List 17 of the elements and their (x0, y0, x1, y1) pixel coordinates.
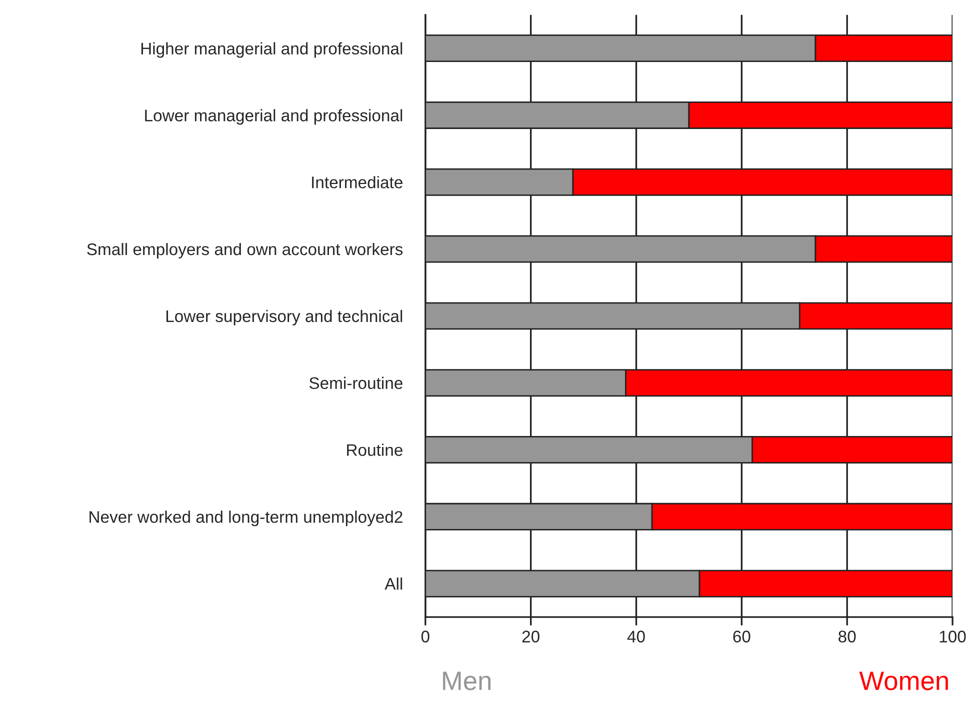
x-tick-label: 0 (421, 630, 430, 642)
y-tick-label: All (384, 578, 402, 590)
x-tick-label: 40 (627, 630, 645, 642)
x-tick-label: 60 (733, 630, 750, 642)
y-tick-label: Lower managerial and professional (145, 109, 402, 125)
x-tick-label: 20 (522, 630, 540, 642)
y-tick-label: Never worked and long-term unemployed2 (90, 510, 402, 526)
y-tick-label: Small employers and own account workers (87, 242, 403, 259)
y-tick-label: Lower supervisory and technical (166, 310, 402, 326)
y-tick-label: Semi-routine (309, 376, 402, 390)
x-tick-label: 80 (838, 630, 856, 642)
x-tick-label: 100 (940, 630, 966, 642)
text: Women (859, 672, 948, 690)
y-tick-label: Routine (347, 444, 402, 456)
y-tick-label: Intermediate (312, 176, 402, 188)
y-tick-label: Higher managerial and professional (141, 42, 402, 58)
text: Men (443, 672, 491, 690)
